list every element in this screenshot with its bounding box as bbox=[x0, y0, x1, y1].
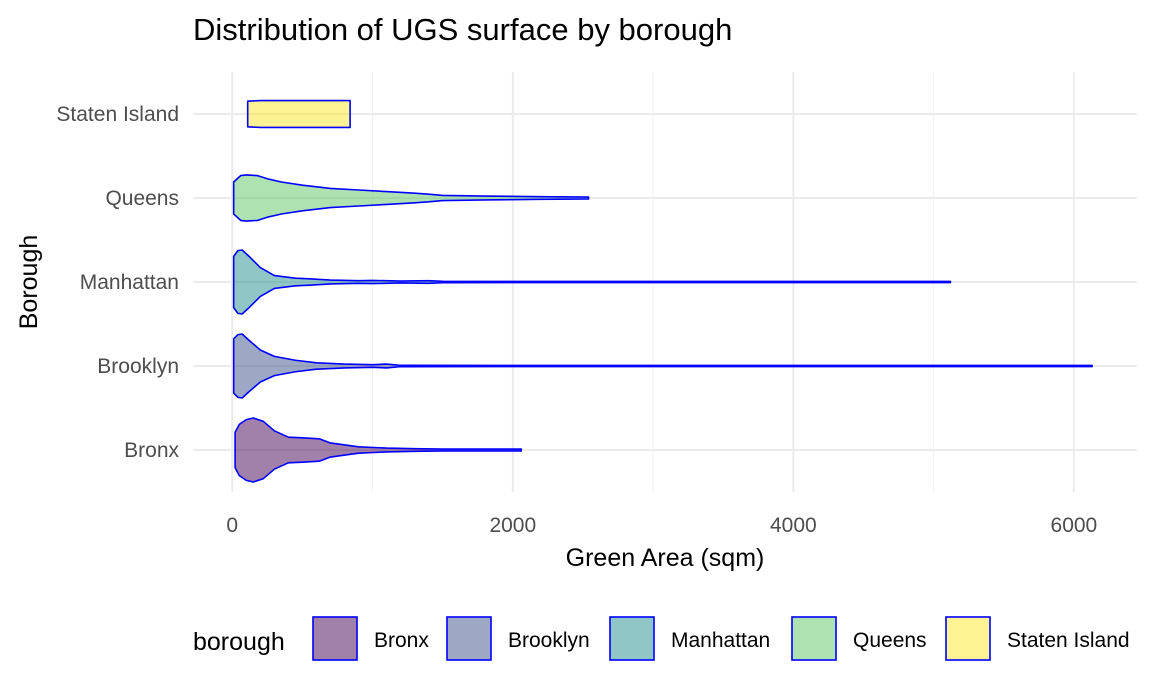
y-axis-ticks: Bronx Brooklyn Manhattan Queens Staten Islan… bbox=[56, 103, 179, 462]
legend-label: Queens bbox=[853, 629, 927, 652]
violins bbox=[232, 99, 1093, 483]
y-tick-label: Queens bbox=[105, 187, 179, 210]
violin-queens bbox=[232, 174, 590, 222]
x-tick-label: 6000 bbox=[1051, 514, 1098, 537]
legend-item: Queens bbox=[791, 616, 927, 661]
legend-key bbox=[312, 616, 358, 661]
violin-bronx bbox=[234, 417, 523, 483]
violin-staten-island bbox=[246, 99, 351, 129]
legend-label: Bronx bbox=[374, 629, 429, 652]
legend-key bbox=[609, 616, 655, 661]
legend-key bbox=[791, 616, 837, 661]
y-axis-title: Borough bbox=[15, 235, 43, 330]
legend-item: Staten Island bbox=[945, 616, 1130, 661]
y-tick-label: Manhattan bbox=[80, 271, 179, 294]
legend-label: Brooklyn bbox=[508, 629, 590, 652]
legend-label: Staten Island bbox=[1007, 629, 1130, 652]
legend-title: borough bbox=[193, 628, 285, 656]
legend-item: Bronx bbox=[312, 616, 429, 661]
legend-key bbox=[446, 616, 492, 661]
legend-item: Manhattan bbox=[609, 616, 770, 661]
x-axis-title: Green Area (sqm) bbox=[566, 544, 765, 572]
x-axis-ticks: 0 2000 4000 6000 bbox=[226, 514, 1097, 537]
violin-manhattan bbox=[232, 249, 952, 315]
legend: borough Bronx Brooklyn Manhattan Queens Stat… bbox=[193, 616, 1130, 661]
plot-panel bbox=[193, 72, 1137, 492]
x-tick-label: 2000 bbox=[489, 514, 536, 537]
y-tick-label: Staten Island bbox=[56, 103, 179, 126]
legend-item: Brooklyn bbox=[446, 616, 590, 661]
x-tick-label: 0 bbox=[226, 514, 238, 537]
violin-brooklyn bbox=[232, 333, 1093, 399]
y-tick-label: Bronx bbox=[124, 439, 179, 462]
legend-items: Bronx Brooklyn Manhattan Queens Staten Islan… bbox=[312, 616, 1130, 661]
x-tick-label: 4000 bbox=[770, 514, 817, 537]
legend-key bbox=[945, 616, 991, 661]
chart-title: Distribution of UGS surface by borough bbox=[193, 12, 732, 47]
y-tick-label: Brooklyn bbox=[97, 355, 179, 378]
legend-label: Manhattan bbox=[671, 629, 770, 652]
